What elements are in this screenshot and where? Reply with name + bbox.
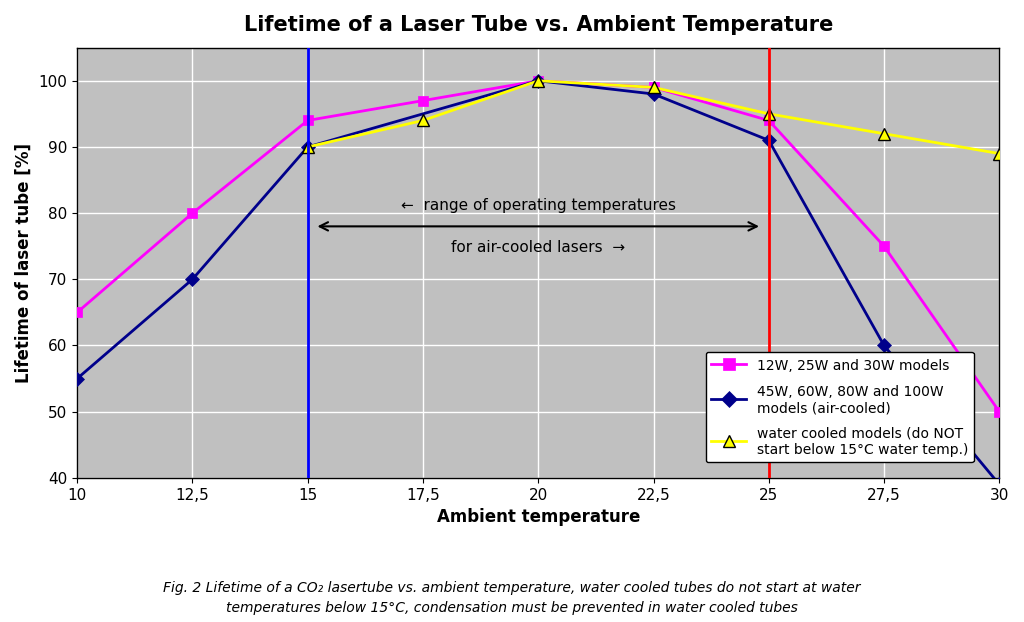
Text: ←  range of operating temperatures: ← range of operating temperatures [400, 198, 676, 213]
Text: Fig. 2 Lifetime of a CO₂ lasertube vs. ambient temperature, water cooled tubes d: Fig. 2 Lifetime of a CO₂ lasertube vs. a… [163, 581, 861, 595]
Title: Lifetime of a Laser Tube vs. Ambient Temperature: Lifetime of a Laser Tube vs. Ambient Tem… [244, 15, 833, 35]
Text: for air-cooled lasers  →: for air-cooled lasers → [452, 239, 626, 254]
Legend: 12W, 25W and 30W models, 45W, 60W, 80W and 100W
models (air-cooled), water coole: 12W, 25W and 30W models, 45W, 60W, 80W a… [706, 351, 974, 462]
Y-axis label: Lifetime of laser tube [%]: Lifetime of laser tube [%] [15, 143, 33, 383]
X-axis label: Ambient temperature: Ambient temperature [436, 508, 640, 526]
Text: temperatures below 15°C, condensation must be prevented in water cooled tubes: temperatures below 15°C, condensation mu… [226, 601, 798, 615]
